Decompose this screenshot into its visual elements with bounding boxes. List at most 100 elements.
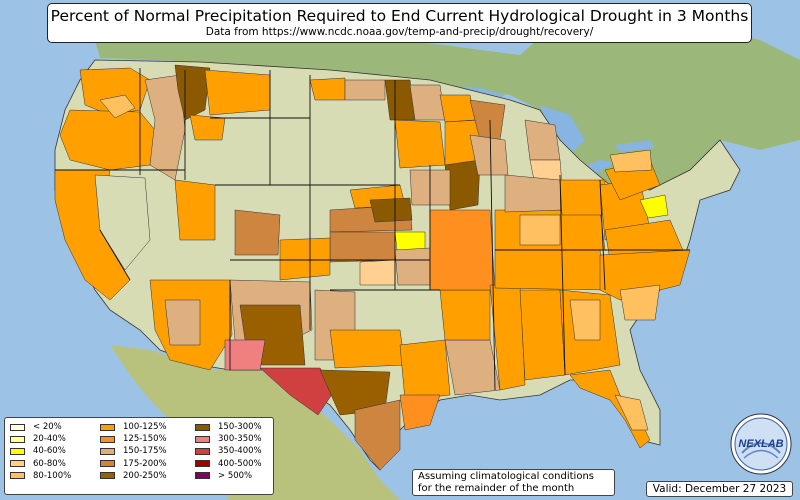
region-or2 — [99, 94, 136, 119]
legend-column-2: 100-125% 125-150% 150-175% 175-200% 200-… — [100, 421, 167, 482]
region-oh — [559, 179, 606, 216]
legend-label: 350-400% — [218, 446, 262, 457]
region-ut — [174, 179, 216, 241]
climatology-note: Assuming climatological conditions for t… — [412, 469, 615, 496]
legend-item: < 20% — [10, 421, 71, 433]
legend-item: 200-250% — [100, 470, 167, 482]
legend-swatch — [100, 447, 115, 455]
region-sc — [619, 284, 661, 321]
legend-label: > 500% — [218, 470, 253, 481]
legend-swatch — [195, 460, 210, 468]
region-nv — [94, 174, 151, 271]
logo-text: NEXLAB — [738, 438, 783, 450]
legend-label: 125-150% — [123, 434, 167, 445]
region-in — [504, 174, 563, 213]
region-ok — [394, 247, 431, 286]
region-co2 — [279, 237, 331, 281]
legend-label: < 20% — [33, 422, 62, 433]
legend-item: 60-80% — [10, 458, 71, 470]
legend-label: 175-200% — [123, 458, 167, 469]
legend-column-1: < 20% 20-40% 40-60% 60-80% 80-100% — [10, 421, 71, 482]
legend-item: 400-500% — [195, 458, 262, 470]
legend-swatch — [100, 435, 115, 443]
region-tx5 — [399, 339, 451, 401]
note-line-2: for the remainder of the month — [418, 483, 575, 494]
legend-label: 40-60% — [33, 446, 66, 457]
region-il — [469, 134, 509, 176]
nexlab-logo-icon: NEXLAB — [730, 413, 792, 475]
region-tx6 — [399, 394, 441, 431]
legend-item: 125-150% — [100, 433, 167, 445]
legend-swatch — [10, 460, 25, 468]
region-ky2 — [519, 214, 561, 246]
legend-label: 400-500% — [218, 458, 262, 469]
legend-swatch — [195, 423, 210, 431]
region-ks-yellow — [394, 231, 426, 251]
legend-swatch — [10, 435, 25, 443]
legend-item: 150-175% — [100, 445, 167, 457]
region-ar — [439, 289, 491, 341]
title-box: Percent of Normal Precipitation Required… — [47, 3, 752, 43]
region-la — [444, 339, 501, 396]
map-subtitle: Data from https://www.ncdc.noaa.gov/temp… — [205, 26, 594, 38]
lake-ontario — [615, 140, 655, 152]
legend-item: 100-125% — [100, 421, 167, 433]
legend-label: 60-80% — [33, 458, 66, 469]
legend-swatch — [195, 472, 210, 480]
region-wi — [439, 94, 476, 123]
legend-label: 200-250% — [123, 470, 167, 481]
region-mo — [429, 209, 496, 291]
region-nd — [309, 77, 346, 101]
region-co — [234, 209, 281, 256]
legend-swatch — [100, 423, 115, 431]
legend-swatch — [10, 447, 25, 455]
legend-item: 150-300% — [195, 421, 262, 433]
legend-item: 20-40% — [10, 433, 71, 445]
region-ny — [609, 149, 653, 173]
legend-label: 300-350% — [218, 434, 262, 445]
region-mt-mid — [189, 114, 226, 141]
legend-item: 80-100% — [10, 470, 71, 482]
legend-swatch — [195, 447, 210, 455]
legend-swatch — [100, 472, 115, 480]
lake-huron — [540, 105, 585, 155]
legend-label: 150-300% — [218, 422, 262, 433]
legend-label: 80-100% — [33, 470, 72, 481]
region-tx4 — [354, 399, 401, 471]
legend-item: 350-400% — [195, 445, 262, 457]
legend-label: 100-125% — [123, 422, 167, 433]
region-or — [59, 109, 156, 171]
region-mi2 — [524, 119, 561, 161]
legend-label: 150-175% — [123, 446, 167, 457]
region-nd2 — [344, 79, 386, 101]
valid-date: Valid: December 27 2023 — [646, 481, 793, 497]
legend-item: > 500% — [195, 470, 262, 482]
map-title: Percent of Normal Precipitation Required… — [50, 7, 749, 25]
region-fl — [569, 369, 651, 449]
region-ne2 — [369, 197, 413, 223]
region-ga2 — [569, 299, 601, 341]
region-az2 — [164, 299, 201, 346]
legend-swatch — [10, 423, 25, 431]
legend-swatch — [195, 435, 210, 443]
region-tn — [494, 249, 606, 291]
region-tx-red — [259, 367, 336, 416]
legend-swatch — [100, 460, 115, 468]
region-ks2 — [359, 259, 396, 286]
region-tx2 — [329, 329, 406, 369]
legend-label: 20-40% — [33, 434, 66, 445]
region-fl2 — [614, 394, 649, 431]
region-mn2 — [409, 84, 446, 121]
region-md-yellow — [639, 194, 669, 219]
region-ia — [394, 119, 446, 169]
note-line-1: Assuming climatological conditions — [418, 471, 594, 482]
state-borders — [55, 68, 690, 391]
legend-swatch — [10, 472, 25, 480]
region-ks — [329, 231, 396, 263]
region-nm3 — [224, 339, 266, 371]
legend-column-3: 150-300% 300-350% 350-400% 400-500% > 50… — [195, 421, 262, 482]
legend-item: 40-60% — [10, 445, 71, 457]
legend-item: 175-200% — [100, 458, 167, 470]
region-al — [519, 289, 566, 381]
